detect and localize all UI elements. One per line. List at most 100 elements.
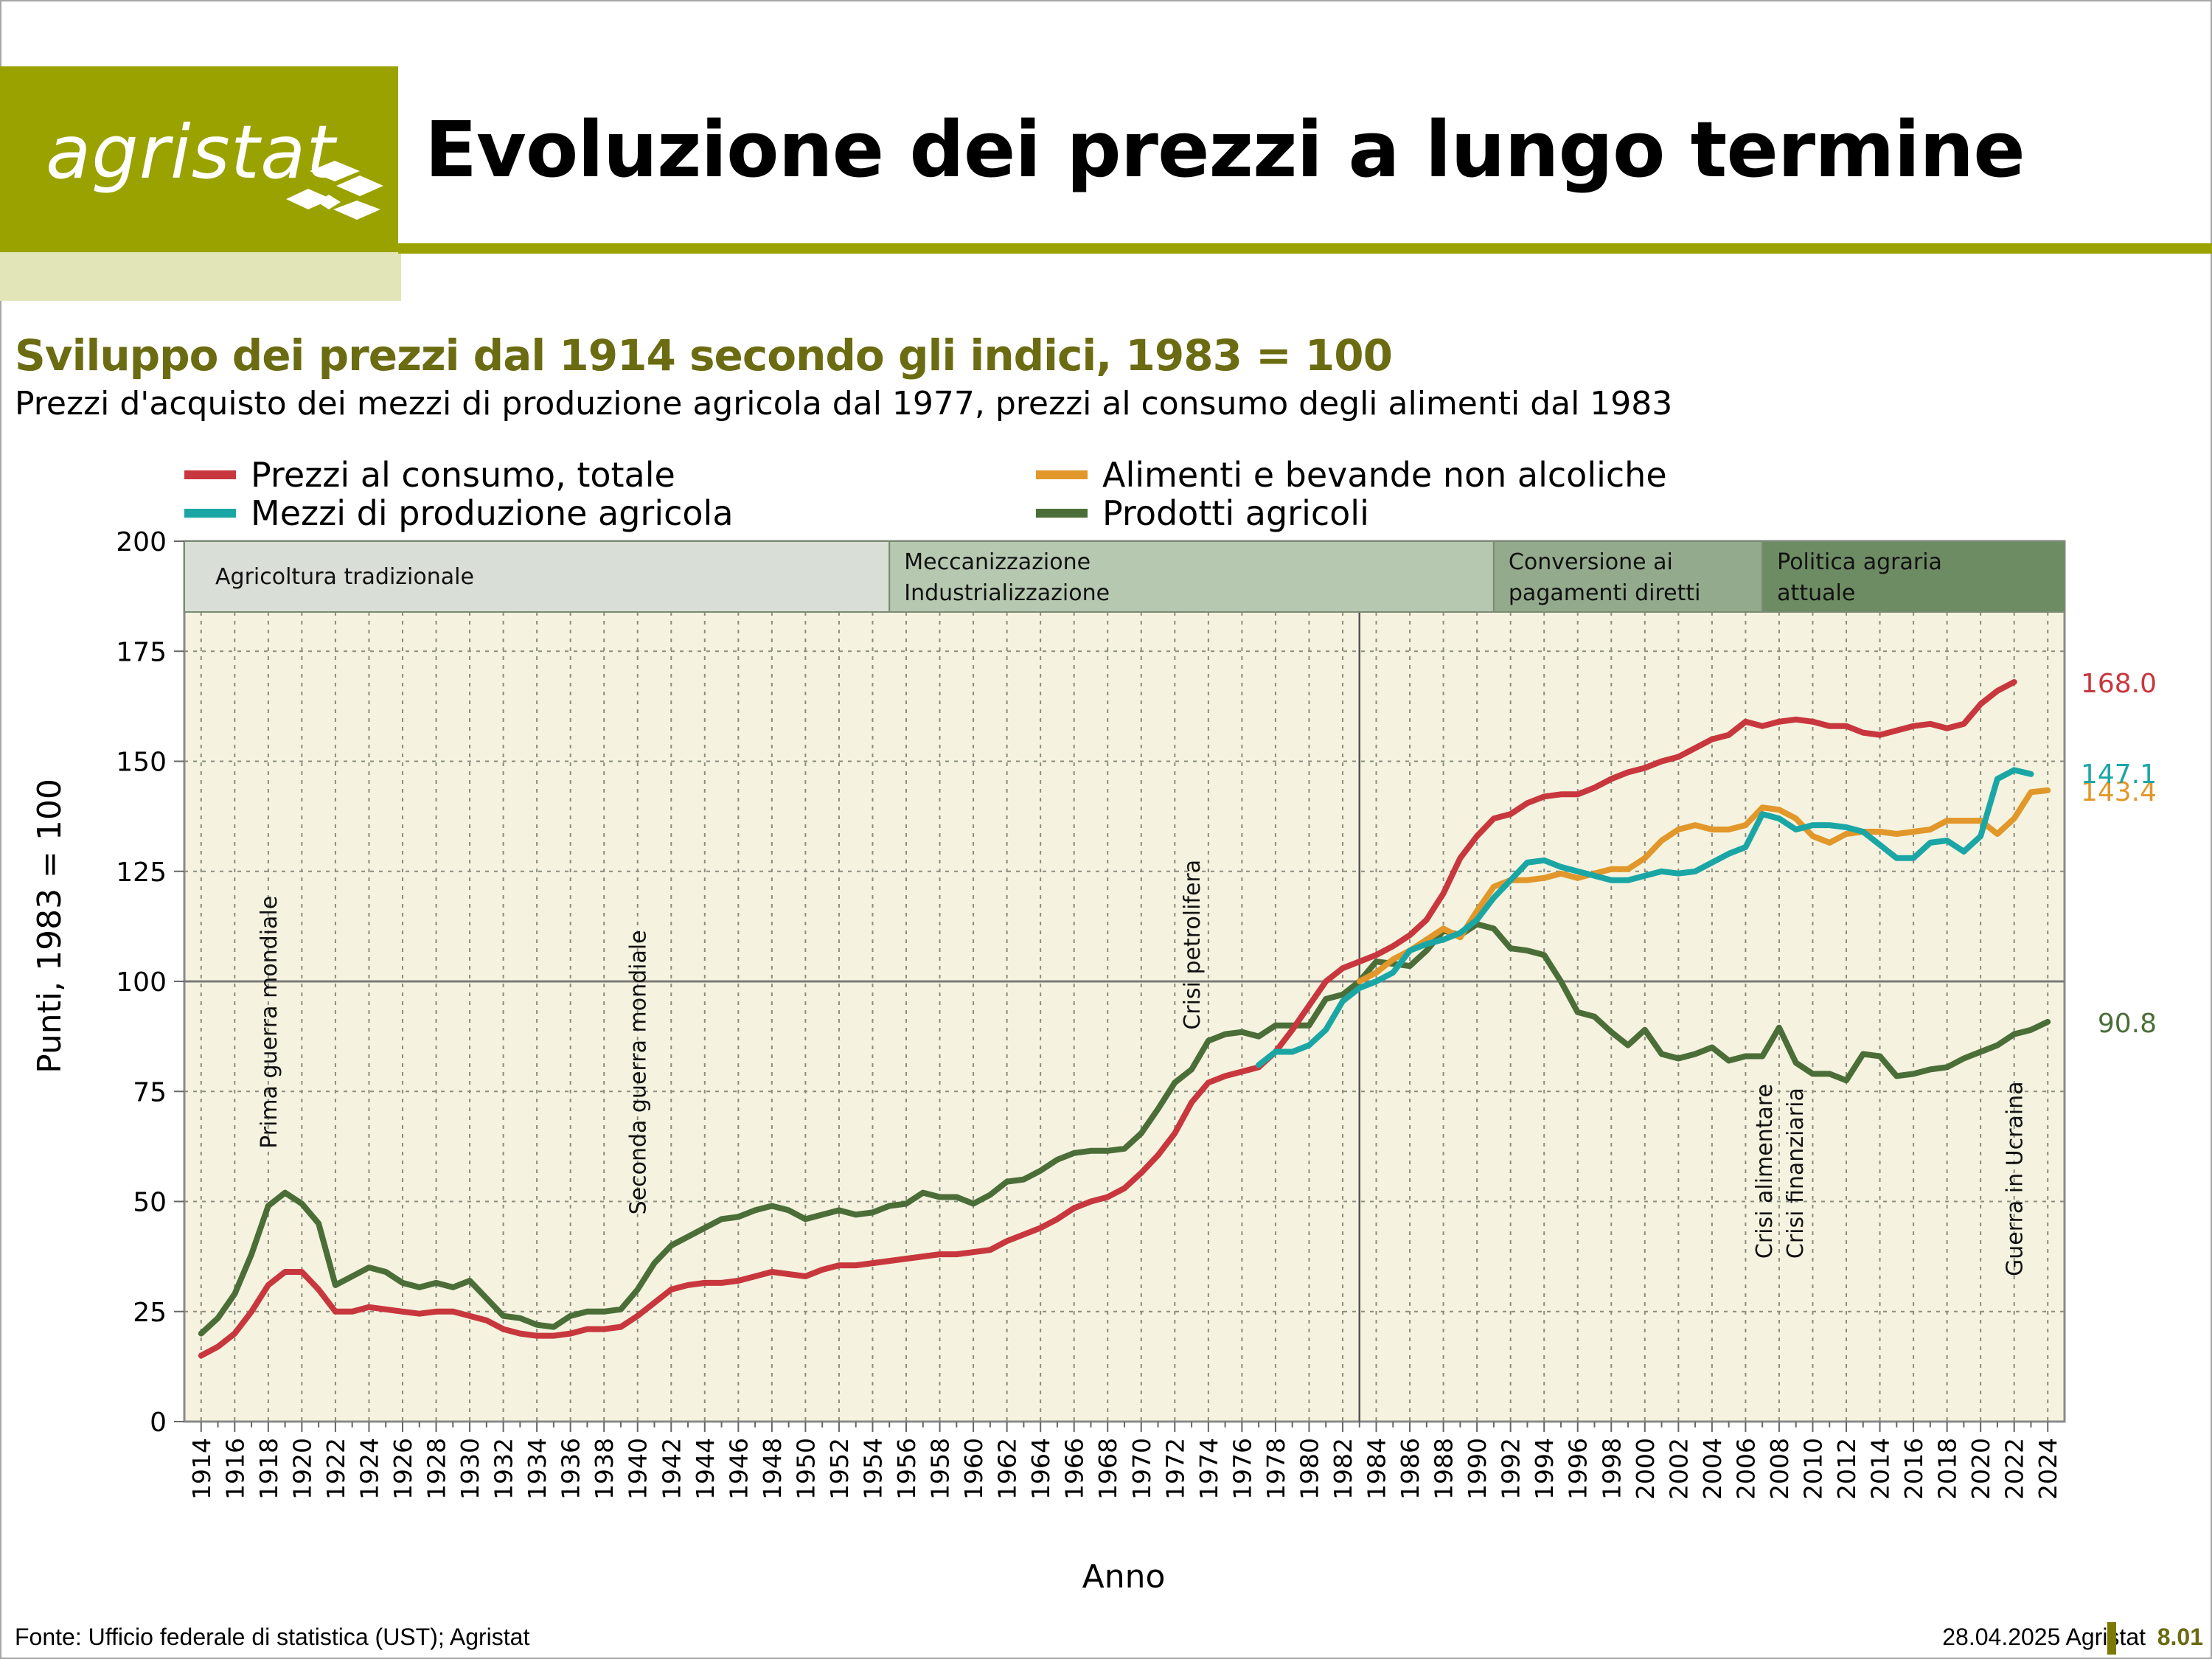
x-tick-label: 1990 (1463, 1438, 1492, 1500)
y-tick-label: 50 (133, 1188, 167, 1218)
grid-lines (184, 541, 2065, 1422)
x-tick-label: 2012 (1832, 1438, 1861, 1500)
end-value-label: 143.4 (2081, 777, 2157, 807)
period-label: attuale (1777, 580, 1855, 606)
x-tick-label: 1948 (758, 1438, 787, 1500)
x-tick-label: 1924 (355, 1438, 383, 1500)
y-tick-label: 150 (116, 748, 167, 778)
period-band: Agricoltura tradizionale (184, 540, 891, 613)
series-line (198, 679, 2017, 1359)
x-tick-label: 1962 (993, 1438, 1022, 1500)
x-tick-label: 1930 (456, 1438, 484, 1500)
event-annotation: Crisi alimentare (1752, 1084, 1778, 1259)
y-tick-label: 25 (133, 1298, 167, 1328)
logo-text: agristat (46, 109, 336, 195)
x-tick-label: 1958 (926, 1438, 955, 1500)
x-tick-label: 1938 (590, 1438, 619, 1500)
x-tick-label: 1936 (557, 1438, 585, 1500)
x-tick-label: 1992 (1497, 1438, 1526, 1500)
x-tick-label: 1922 (321, 1438, 350, 1500)
event-annotation: Guerra in Ucraina (2003, 1081, 2028, 1276)
period-label: Conversione ai (1509, 549, 1673, 575)
x-tick-label: 1950 (791, 1438, 820, 1500)
x-tick-label: 1998 (1597, 1438, 1626, 1500)
x-tick-label: 2020 (1966, 1438, 1995, 1500)
y-tick-label: 0 (150, 1408, 167, 1438)
x-tick-label: 1918 (254, 1438, 283, 1500)
x-tick-label: 1926 (389, 1438, 417, 1500)
end-value-label: 168.0 (2081, 669, 2157, 699)
period-band-fill (888, 540, 1495, 613)
x-tick-label: 1976 (1228, 1438, 1256, 1500)
period-band: Politica agraria attuale (1761, 540, 2065, 613)
chart-note: Prezzi d'acquisto dei mezzi di produzion… (15, 385, 1673, 422)
period-band: Meccanizzazione Industrializzazione (888, 540, 1495, 613)
x-tick-label: 1960 (959, 1438, 988, 1500)
x-tick-label: 1914 (187, 1438, 216, 1500)
y-tick-label: 125 (116, 858, 167, 888)
series-line (198, 921, 2051, 1337)
legend-item: Prodotti agricoli (1036, 493, 1369, 533)
x-tick-label: 1944 (691, 1438, 720, 1500)
series-line (1356, 787, 2051, 984)
event-annotation: Seconda guerra mondiale (626, 930, 652, 1214)
x-tick-label: 1932 (490, 1438, 518, 1500)
legend-label: Alimenti e bevande non alcoliche (1102, 455, 1667, 495)
x-tick-label: 1916 (220, 1438, 249, 1500)
period-band: Conversione ai pagamenti diretti (1492, 540, 1764, 613)
legend-label: Prodotti agricoli (1102, 493, 1369, 533)
x-tick-label: 1984 (1363, 1438, 1391, 1500)
data-series (198, 679, 2051, 1359)
x-tick-label: 2018 (1933, 1438, 1962, 1500)
period-band-fill (1492, 540, 1764, 613)
x-tick-label: 2014 (1866, 1438, 1895, 1500)
x-axis-label: Anno (1082, 1558, 1166, 1596)
x-tick-label: 2008 (1765, 1438, 1794, 1500)
x-tick-label: 1942 (657, 1438, 686, 1500)
y-tick-label: 175 (116, 637, 167, 667)
period-label: Meccanizzazione (904, 549, 1091, 575)
y-tick-label: 100 (116, 967, 167, 998)
x-tick-label: 1978 (1262, 1438, 1290, 1500)
legend-item: Prezzi al consumo, totale (184, 455, 675, 495)
x-tick-label: 1956 (892, 1438, 921, 1500)
end-value-label: 90.8 (2098, 1009, 2157, 1039)
x-tick-label: 1964 (1026, 1438, 1055, 1500)
x-tick-label: 1980 (1295, 1438, 1324, 1500)
x-axis-ticks: 1914 1916 1918 1920 1922 1924 1926 1928 1930 1932… (187, 1422, 2062, 1500)
x-tick-label: 1970 (1127, 1438, 1156, 1500)
x-tick-label: 1982 (1329, 1438, 1357, 1500)
y-tick-label: 200 (116, 527, 167, 557)
logo-underlay (0, 252, 401, 301)
end-value-label: 147.1 (2081, 759, 2157, 790)
period-label: pagamenti diretti (1509, 580, 1701, 606)
event-annotation: Prima guerra mondiale (257, 896, 282, 1149)
x-tick-label: 2024 (2034, 1438, 2062, 1500)
x-tick-label: 1920 (288, 1438, 316, 1500)
x-tick-label: 1996 (1564, 1438, 1593, 1500)
logo (0, 66, 398, 252)
legend-item: Mezzi di produzione agricola (184, 493, 734, 533)
x-tick-label: 1988 (1430, 1438, 1458, 1500)
x-tick-label: 1946 (724, 1438, 753, 1500)
y-axis-ticks: 0 25 50 75 100 125 150 175 200 (116, 527, 184, 1438)
header-rule (398, 243, 2212, 254)
x-tick-label: 1974 (1194, 1438, 1223, 1500)
x-tick-label: 1966 (1060, 1438, 1089, 1500)
period-label: Agricoltura tradizionale (215, 564, 474, 590)
y-tick-label: 75 (133, 1077, 167, 1107)
event-annotation: Crisi finanziaria (1783, 1088, 1809, 1259)
period-bands: Agricoltura tradizionale Meccanizzazione I… (184, 540, 2065, 613)
x-tick-label: 1940 (624, 1438, 653, 1500)
footer-source: Fonte: Ufficio federale di statistica (U… (15, 1624, 530, 1650)
event-annotations: Prima guerra mondiale Seconda guerra mond… (257, 860, 2028, 1276)
period-label: Industrializzazione (904, 580, 1110, 606)
event-annotation: Crisi petrolifera (1180, 860, 1206, 1030)
x-tick-label: 1934 (523, 1438, 552, 1500)
x-tick-label: 2002 (1664, 1438, 1693, 1500)
logo-diamonds-icon (286, 161, 383, 220)
x-tick-label: 2006 (1731, 1438, 1760, 1500)
